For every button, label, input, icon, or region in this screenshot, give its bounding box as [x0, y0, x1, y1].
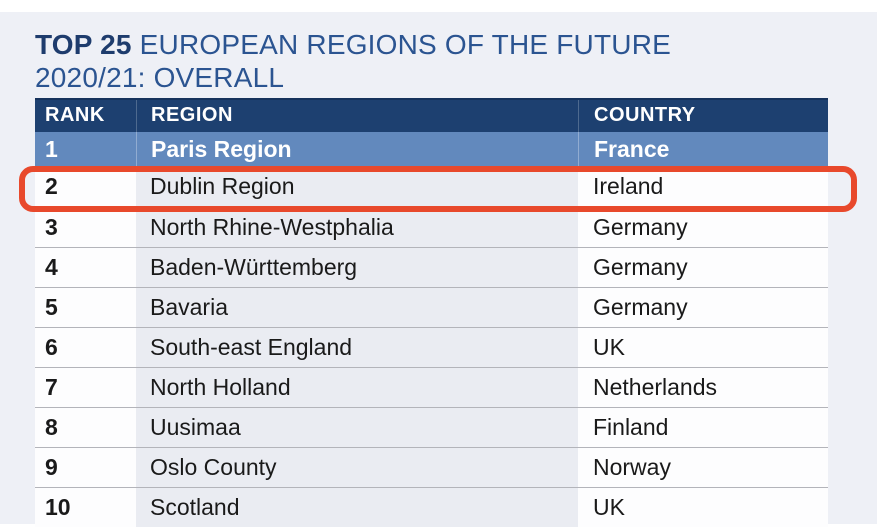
rank-cell: 1: [45, 136, 58, 162]
country-cell: Ireland: [578, 167, 828, 207]
country-cell: UK: [578, 328, 828, 367]
table-row-7: 7 North Holland Netherlands: [35, 367, 828, 407]
title-prefix: TOP 25: [35, 29, 132, 60]
rank-cell: 2: [35, 167, 136, 207]
table-row-2: 2 Dublin Region Ireland: [35, 167, 828, 207]
rank-cell: 10: [35, 488, 136, 527]
region-cell: North Holland: [136, 368, 578, 407]
country-cell: Germany: [578, 208, 828, 247]
table-header-row: RANK REGION COUNTRY: [35, 98, 828, 132]
ranking-table: RANK REGION COUNTRY 1 Paris Region Franc…: [35, 98, 828, 527]
title-rest: EUROPEAN REGIONS OF THE FUTURE: [139, 29, 671, 60]
region-cell: South-east England: [136, 328, 578, 367]
country-cell: Netherlands: [578, 368, 828, 407]
page-title-line2: 2020/21: OVERALL: [35, 62, 285, 93]
table-row-4: 4 Baden-Württemberg Germany: [35, 247, 828, 287]
country-cell: France: [578, 132, 828, 167]
rank-cell: 3: [35, 208, 136, 247]
table-row-1: 1 Paris Region France: [35, 132, 828, 167]
region-cell: Dublin Region: [136, 167, 578, 207]
rank-cell: 7: [35, 368, 136, 407]
country-cell: Norway: [578, 448, 828, 487]
region-cell: Uusimaa: [136, 408, 578, 447]
country-cell: Finland: [578, 408, 828, 447]
region-cell: North Rhine-Westphalia: [136, 208, 578, 247]
rank-cell: 5: [35, 288, 136, 327]
region-cell: Paris Region: [136, 132, 578, 167]
table-body: 1 Paris Region France 2 Dublin Region Ir…: [35, 132, 828, 527]
country-cell: UK: [578, 488, 828, 527]
region-cell: Oslo County: [136, 448, 578, 487]
table-row-8: 8 Uusimaa Finland: [35, 407, 828, 447]
page-title-line1: TOP 25 EUROPEAN REGIONS OF THE FUTURE: [35, 28, 671, 61]
header-country: COUNTRY: [578, 100, 828, 132]
rank-cell: 8: [35, 408, 136, 447]
region-cell: Scotland: [136, 488, 578, 527]
rank-cell: 4: [35, 248, 136, 287]
country-cell: Germany: [578, 248, 828, 287]
table-row-5: 5 Bavaria Germany: [35, 287, 828, 327]
region-cell: Bavaria: [136, 288, 578, 327]
page-title: TOP 25 EUROPEAN REGIONS OF THE FUTURE 202…: [35, 28, 671, 94]
header-rank: RANK: [45, 104, 105, 126]
region-cell: Baden-Württemberg: [136, 248, 578, 287]
header-region: REGION: [136, 100, 578, 132]
rank-cell: 9: [35, 448, 136, 487]
rank-cell: 6: [35, 328, 136, 367]
table-row-3: 3 North Rhine-Westphalia Germany: [35, 207, 828, 247]
table-row-6: 6 South-east England UK: [35, 327, 828, 367]
country-cell: Germany: [578, 288, 828, 327]
table-row-10: 10 Scotland UK: [35, 487, 828, 527]
table-row-9: 9 Oslo County Norway: [35, 447, 828, 487]
